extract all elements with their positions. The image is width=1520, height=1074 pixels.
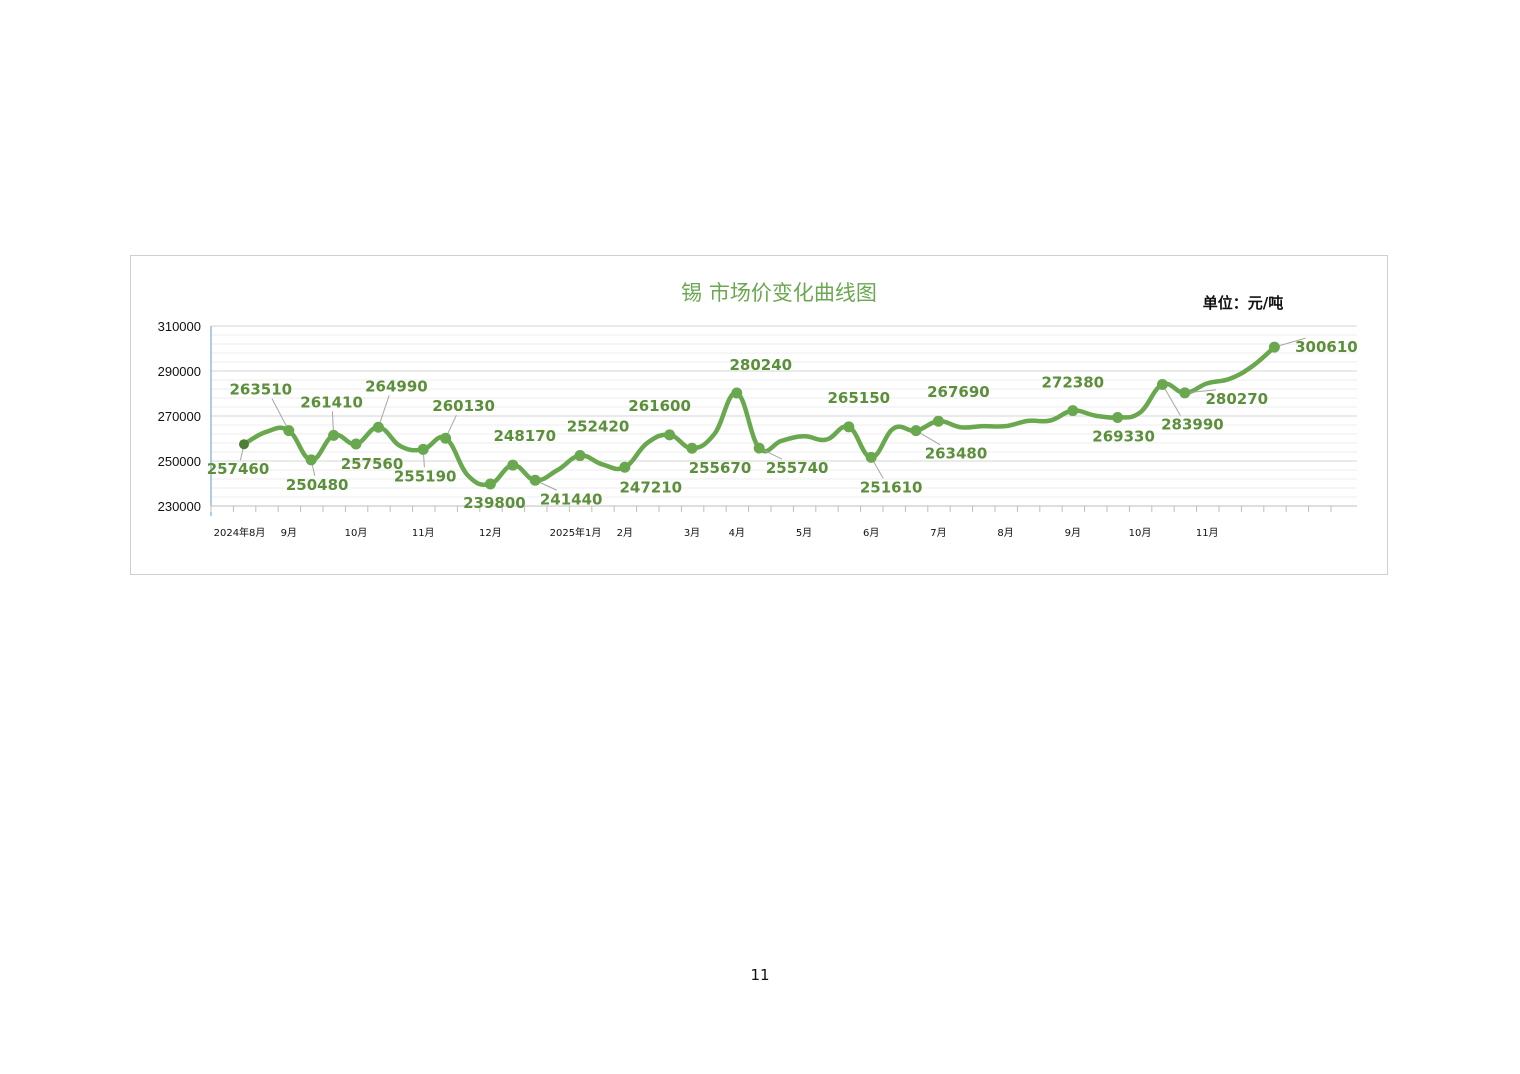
data-label: 300610 [1295, 338, 1358, 356]
label-leader-line [377, 395, 390, 428]
data-label: 264990 [365, 377, 428, 395]
data-point [1156, 379, 1168, 391]
data-label: 255740 [766, 459, 829, 477]
data-point [843, 421, 855, 433]
x-tick-label: 6月 [863, 527, 879, 539]
data-point [1268, 341, 1280, 353]
page-number: 11 [750, 966, 770, 984]
data-label: 247210 [619, 478, 682, 496]
x-tick-label: 8月 [997, 527, 1013, 539]
data-label: 257560 [341, 455, 404, 473]
label-leader-line [271, 398, 290, 431]
data-point [239, 439, 249, 450]
data-label: 260130 [432, 397, 495, 415]
data-label: 250480 [286, 476, 349, 494]
y-axis-tick-labels: 310000 290000 270000 250000 230000 [158, 319, 201, 514]
data-point [865, 451, 877, 463]
data-label: 241440 [540, 490, 603, 508]
axes [210, 326, 1357, 516]
x-tick-label: 12月 [479, 527, 502, 539]
data-point [350, 438, 362, 450]
data-label: 272380 [1041, 374, 1104, 392]
data-label: 267690 [927, 383, 990, 401]
data-points [239, 341, 1280, 490]
data-point [753, 442, 765, 454]
data-point [686, 442, 698, 454]
data-point [305, 454, 317, 466]
data-point [529, 474, 541, 486]
data-point [283, 425, 295, 437]
x-axis-tick-labels: 2024年8月 9月 10月 11月 12月 2025年1月 2月 3月 4月 5月 6月 7月 8月 9… [214, 526, 1219, 539]
data-label: 263510 [229, 381, 292, 399]
data-label: 280240 [729, 356, 792, 374]
data-label: 251610 [860, 478, 923, 496]
x-tick-label: 3月 [684, 527, 700, 539]
data-label: 263480 [925, 445, 988, 463]
data-label: 252420 [567, 418, 630, 436]
x-tick-label: 7月 [930, 527, 946, 539]
data-label: 255670 [689, 459, 752, 477]
data-point [507, 459, 519, 471]
data-point [484, 478, 496, 490]
x-tick-label: 2025年1月 [550, 526, 602, 539]
line-chart: 锡 市场价变化曲线图 单位：元/吨 310000 290000 270000 2500… [158, 281, 1358, 539]
x-tick-label: 4月 [729, 527, 745, 539]
x-tick-label: 9月 [1065, 527, 1081, 539]
label-leader-line [1161, 384, 1181, 416]
data-point [417, 443, 429, 455]
data-label: 255190 [394, 467, 457, 485]
data-label: 269330 [1092, 428, 1155, 446]
unit-label: 单位：元/吨 [1203, 294, 1283, 312]
y-tick-label: 270000 [158, 409, 201, 424]
x-tick-label: 10月 [345, 527, 368, 539]
gridlines [211, 325, 1357, 507]
data-label: 248170 [493, 427, 556, 445]
data-point [932, 415, 944, 427]
data-point [619, 461, 631, 473]
x-tick-label: 5月 [796, 527, 812, 539]
y-tick-label: 250000 [158, 454, 201, 469]
y-tick-label: 310000 [158, 319, 201, 334]
data-point [731, 387, 743, 399]
data-point [328, 429, 340, 441]
data-point [574, 450, 586, 462]
data-labels: 257460 263510 250480 261410 257560 264990 2551… [207, 338, 1358, 512]
data-point [440, 432, 452, 444]
data-point [664, 429, 676, 441]
data-point [1067, 405, 1079, 417]
data-point [1179, 387, 1191, 399]
data-label: 265150 [827, 389, 890, 407]
data-label: 257460 [207, 460, 270, 478]
chart-title: 锡 市场价变化曲线图 [681, 281, 877, 305]
x-tick-label: 10月 [1129, 527, 1152, 539]
x-tick-label: 2月 [617, 527, 633, 539]
data-point [910, 425, 922, 437]
data-label: 261410 [300, 393, 363, 411]
x-tick-label: 2024年8月 [214, 526, 266, 539]
y-tick-label: 230000 [158, 499, 201, 514]
data-label: 283990 [1161, 416, 1224, 434]
x-tick-label: 11月 [412, 527, 435, 539]
data-point [372, 421, 384, 433]
data-label: 261600 [628, 397, 691, 415]
x-tick-label: 9月 [281, 527, 297, 539]
x-tick-label: 11月 [1196, 527, 1219, 539]
data-label: 239800 [463, 494, 526, 512]
data-point [1112, 412, 1124, 424]
chart-frame: 锡 市场价变化曲线图 单位：元/吨 310000 290000 270000 2500… [130, 255, 1388, 575]
data-label: 280270 [1205, 390, 1268, 408]
y-tick-label: 290000 [158, 364, 201, 379]
